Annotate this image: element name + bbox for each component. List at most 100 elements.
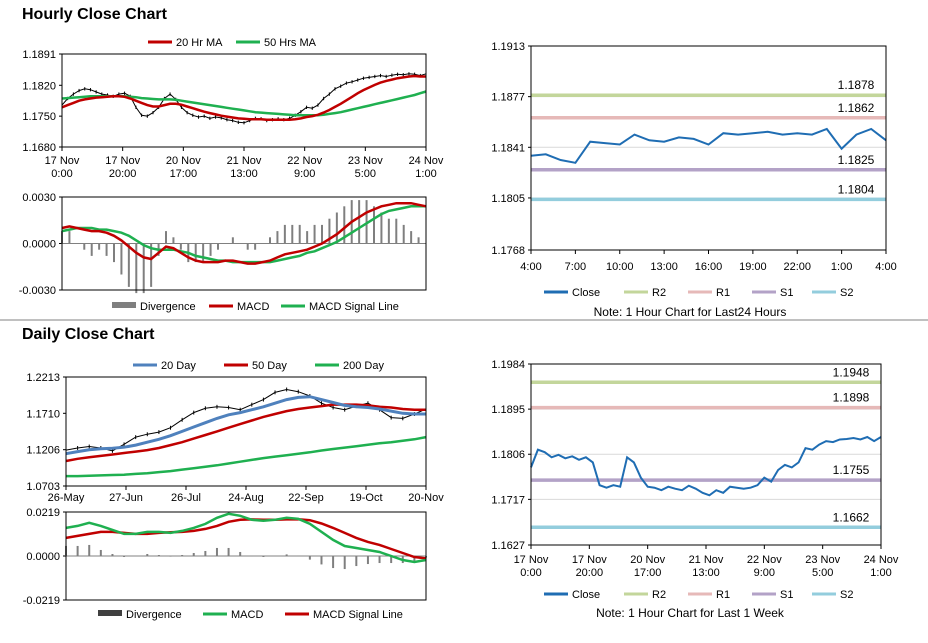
daily-levels-xtick: 21 Nov [689,554,724,566]
daily-price-ytick: 1.0703 [26,481,60,493]
hourly-price-frame [61,53,427,148]
hourly-price-xtick: 24 Nov [409,155,444,167]
daily-levels-xtick: 9:00 [754,567,775,579]
hourly-price-xtick: 1:00 [415,168,436,180]
daily-price-ytick: 1.1710 [26,408,60,420]
hourly-levels-xtick: 10:00 [606,261,634,273]
hourly-levels-ytick: 1.1768 [491,245,525,257]
hourly-price-xtick: 17:00 [170,168,198,180]
daily-price-ytick: 1.1206 [26,445,60,457]
hourly-legend-ma20-label: 20 Hr MA [176,37,223,49]
hourly-macd-ytick: 0.0030 [22,192,56,204]
daily-levels-xtick: 17 Nov [514,554,549,566]
daily-levels-level-label: 1.1755 [833,463,870,477]
hourly-macd-ytick: 0.0000 [22,239,56,251]
daily-levels-ytick: 1.1895 [491,404,525,416]
daily-levels-legend-s2-label: S2 [840,589,853,601]
daily-legend-signal-label: MACD Signal Line [313,609,403,621]
hourly-price-ytick: 1.1891 [22,49,56,61]
daily-price-xtick: 24-Aug [228,492,263,504]
daily-ma50-line [65,403,426,463]
daily-levels-level-label: 1.1898 [833,391,870,405]
daily-levels-legend-r1-label: R1 [716,589,730,601]
hourly-levels-legend-s2-label: S2 [840,287,853,299]
hourly-legend-divergence-swatch [112,302,136,308]
hourly-levels-xtick: 4:00 [875,261,896,273]
daily-ma200-line [66,435,427,478]
daily-levels-close-line [530,435,882,497]
hourly-levels-level-label: 1.1862 [838,101,875,115]
hourly-price-ytick: 1.1820 [22,80,56,92]
hourly-levels-ytick: 1.1841 [491,142,525,154]
daily-legend-divergence-swatch [98,610,122,616]
hourly-price-xtick: 9:00 [294,168,315,180]
daily-legend-divergence-label: Divergence [126,609,182,621]
daily-legend-200day-label: 200 Day [343,360,384,372]
hourly-levels-close-line [530,127,887,164]
daily-price-xtick: 19-Oct [349,492,382,504]
hourly-levels-xtick: 22:00 [783,261,811,273]
hourly-levels-xtick: 16:00 [695,261,723,273]
daily-levels-xtick: 20:00 [576,567,604,579]
hourly-levels-ytick: 1.1805 [491,193,525,205]
daily-levels-xtick: 17:00 [634,567,662,579]
daily-levels-legend-s1-label: S1 [780,589,793,601]
daily-macd-ytick: 0.0000 [26,551,60,563]
hourly-price-close-line [61,73,427,124]
hourly-levels-level-label: 1.1825 [838,153,875,167]
daily-legend-20day-label: 20 Day [161,360,196,372]
hourly-price-ytick: 1.1680 [22,142,56,154]
hourly-title: Hourly Close Chart [22,6,168,23]
hourly-levels-xtick: 19:00 [739,261,767,273]
hourly-levels-xtick: 13:00 [650,261,678,273]
hourly-levels-legend-r2-label: R2 [652,287,666,299]
daily-levels-ytick: 1.1717 [491,494,525,506]
daily-levels-xtick: 20 Nov [630,554,665,566]
hourly-macd-line [61,201,427,265]
daily-macd-ytick: -0.0219 [23,595,60,607]
daily-levels-xtick: 5:00 [812,567,833,579]
hourly-price-xtick: 17 Nov [105,155,140,167]
hourly-price-ytick: 1.1750 [22,111,56,123]
daily-price-xtick: 26-Jul [171,492,201,504]
daily-levels-xtick: 22 Nov [747,554,782,566]
hourly-price-xtick: 5:00 [355,168,376,180]
daily-levels-ytick: 1.1627 [491,540,525,552]
daily-levels-legend-r2-label: R2 [652,589,666,601]
hourly-levels-legend-r1-label: R1 [716,287,730,299]
hourly-signal-line [61,205,426,264]
hourly-legend-divergence-label: Divergence [140,301,196,313]
hourly-price-xtick: 23 Nov [348,155,383,167]
hourly-levels-xtick: 4:00 [520,261,541,273]
hourly-levels-note: Note: 1 Hour Chart for Last24 Hours [594,305,787,319]
hourly-ma20-line [61,74,426,121]
hourly-legend-macd-label: MACD [237,301,269,313]
daily-price-xtick: 22-Sep [288,492,323,504]
daily-levels-xtick: 17 Nov [572,554,607,566]
daily-levels-xtick: 0:00 [520,567,541,579]
daily-price-xtick: 20-Nov [408,492,444,504]
hourly-legend-signal-label: MACD Signal Line [309,301,399,313]
daily-price-close-line [65,388,427,452]
daily-macd-line [65,512,427,564]
hourly-levels-ytick: 1.1913 [491,41,525,53]
daily-levels-xtick: 24 Nov [864,554,899,566]
hourly-levels-legend-s1-label: S1 [780,287,793,299]
daily-price-ytick: 1.2213 [26,372,60,384]
daily-title: Daily Close Chart [22,326,155,343]
daily-ma20-line [65,395,426,456]
daily-levels-note: Note: 1 Hour Chart for Last 1 Week [596,606,785,620]
daily-macd-frame [65,511,427,601]
hourly-levels-legend-close-label: Close [572,287,600,299]
hourly-levels-xtick: 7:00 [565,261,586,273]
hourly-macd-ytick: -0.0030 [19,285,56,297]
hourly-price-xtick: 13:00 [230,168,258,180]
daily-levels-xtick: 1:00 [870,567,891,579]
hourly-price-xtick: 21 Nov [227,155,262,167]
hourly-legend-ma50-label: 50 Hrs MA [264,37,317,49]
daily-levels-legend-close-label: Close [572,589,600,601]
hourly-levels-level-label: 1.1878 [838,78,875,92]
daily-price-xtick: 26-May [48,492,85,504]
